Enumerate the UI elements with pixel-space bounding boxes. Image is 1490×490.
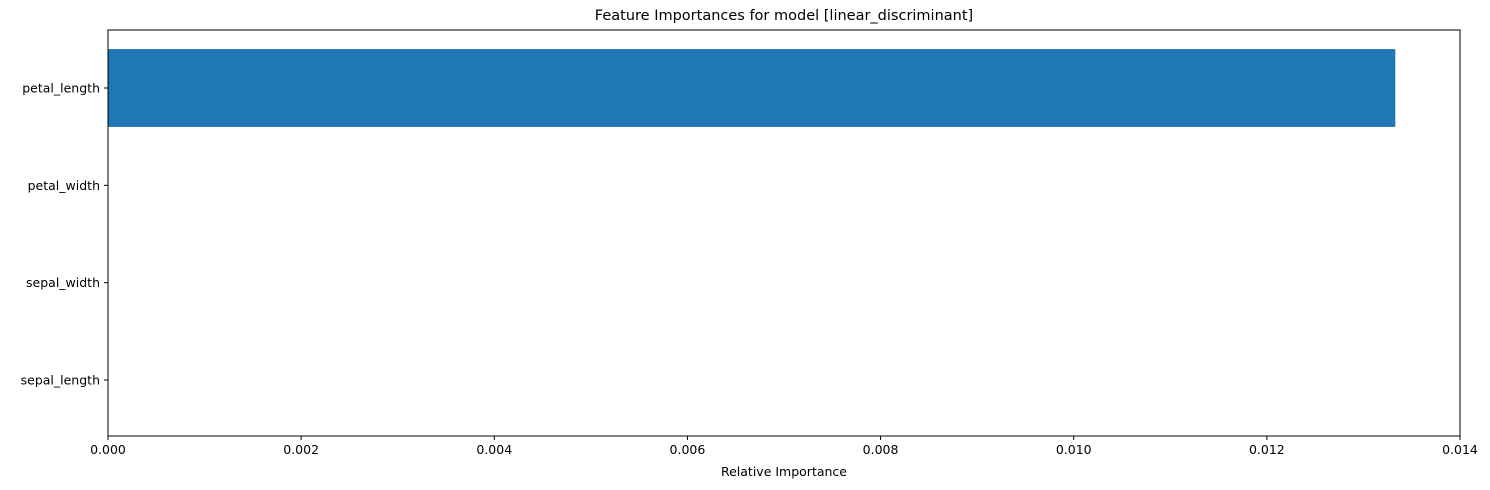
chart-title: Feature Importances for model [linear_di… xyxy=(595,8,973,24)
x-tick-label: 0.000 xyxy=(90,442,126,457)
bar-petal-length xyxy=(108,49,1396,127)
x-tick-label: 0.010 xyxy=(1056,442,1092,457)
x-axis: 0.000 0.002 0.004 0.006 0.008 0.010 0.012 0.014 xyxy=(90,436,1478,457)
x-tick-label: 0.004 xyxy=(476,442,512,457)
x-tick-label: 0.008 xyxy=(863,442,899,457)
x-tick-label: 0.002 xyxy=(283,442,319,457)
plot-area xyxy=(107,29,1461,437)
y-axis: sepal_length sepal_width petal_width petal_… xyxy=(21,81,108,388)
y-tick-label-petal-length: petal_length xyxy=(22,81,100,96)
y-tick-label-sepal-width: sepal_width xyxy=(26,275,100,290)
x-tick-label: 0.012 xyxy=(1249,442,1285,457)
y-tick-label-sepal-length: sepal_length xyxy=(21,373,100,388)
x-tick-label: 0.014 xyxy=(1442,442,1478,457)
y-tick-label-petal-width: petal_width xyxy=(28,178,100,193)
x-axis-label: Relative Importance xyxy=(721,464,847,479)
plot-frame xyxy=(107,29,1461,437)
x-tick-label: 0.006 xyxy=(670,442,706,457)
